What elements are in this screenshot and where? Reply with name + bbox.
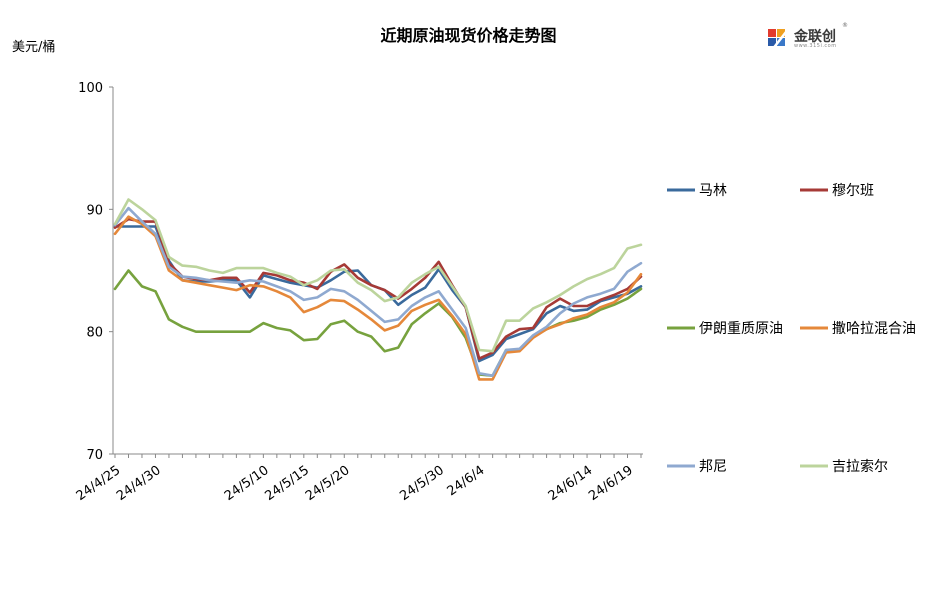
- x-tick-label: 24/6/4: [445, 463, 488, 499]
- logo-mark-icon: [768, 29, 787, 51]
- legend-label: 邦尼: [699, 459, 727, 475]
- legend-label: 吉拉索尔: [832, 458, 888, 475]
- x-tick-label: 24/4/25: [74, 463, 124, 504]
- legend-label: 伊朗重质原油: [699, 321, 783, 337]
- x-tick-label: 24/5/30: [397, 463, 447, 504]
- chart-series: [113, 198, 643, 381]
- x-tick-label: 24/5/10: [222, 463, 272, 504]
- legend-label: 撒哈拉混合油: [832, 321, 916, 337]
- x-tick-label: 24/4/30: [114, 463, 164, 504]
- series-line-4: [113, 215, 643, 381]
- y-tick-label: 80: [86, 326, 103, 341]
- y-tick-label: 100: [78, 81, 103, 96]
- logo-registered-mark: ®: [842, 22, 848, 29]
- y-axis-unit-label: 美元/桶: [12, 40, 56, 55]
- brand-logo: 金联创 ® www.315i.com: [766, 22, 856, 52]
- legend-label: 穆尔班: [832, 183, 874, 199]
- x-tick-label: 24/6/14: [546, 463, 596, 504]
- y-tick-label: 70: [86, 448, 103, 463]
- series-line-2: [113, 217, 643, 360]
- y-tick-label: 90: [86, 203, 103, 218]
- series-line-6: [113, 198, 643, 353]
- logo-text: 金联创: [794, 29, 836, 45]
- x-tick-label: 24/6/19: [586, 463, 636, 504]
- chart-title: 近期原油现货价格走势图: [380, 26, 557, 45]
- series-line-5: [113, 206, 643, 378]
- logo-url: www.315i.com: [794, 43, 837, 49]
- legend-label: 马林: [699, 183, 727, 199]
- x-tick-label: 24/5/20: [303, 463, 353, 504]
- x-tick-label: 24/5/15: [262, 463, 312, 504]
